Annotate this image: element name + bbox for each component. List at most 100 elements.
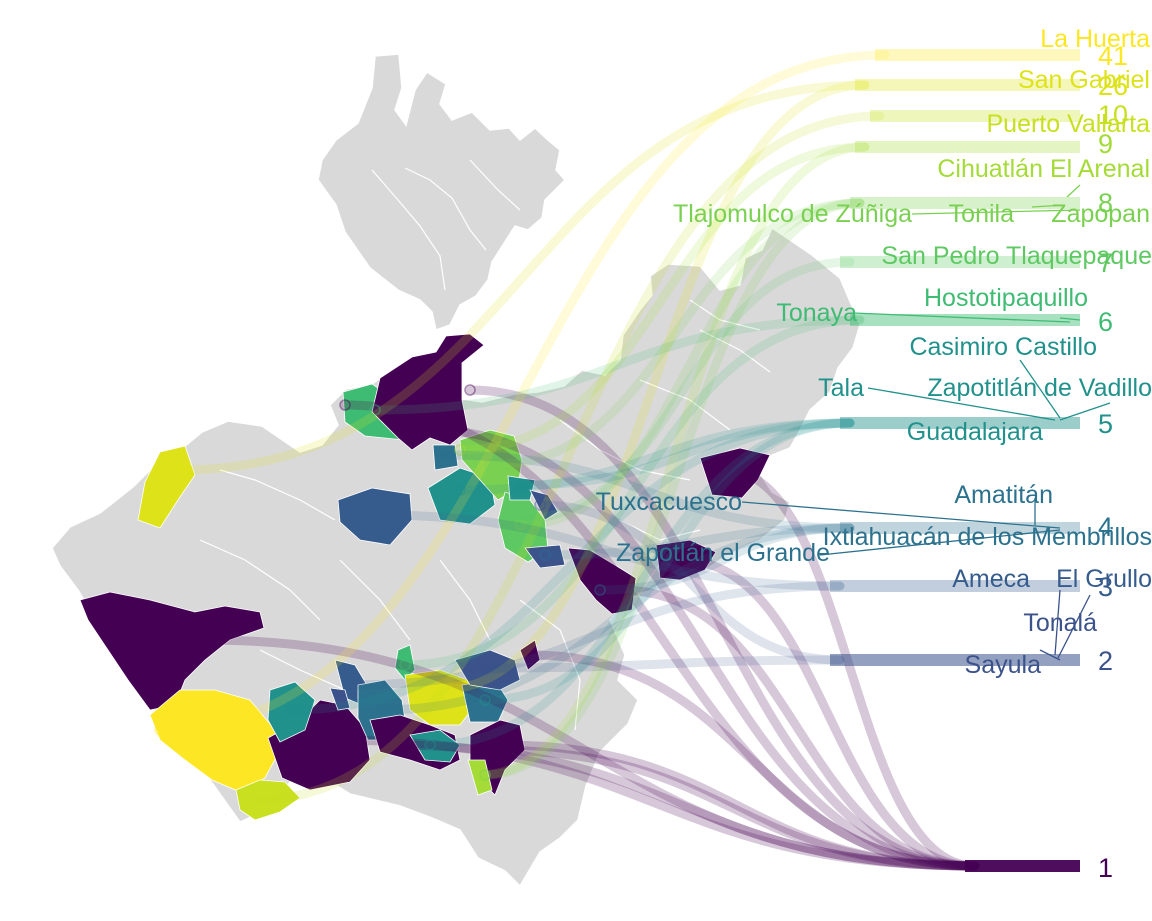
municipal-boundary	[519, 599, 581, 731]
label-guadalajara: Guadalajara	[907, 418, 1043, 446]
flow-line-1	[615, 585, 980, 871]
flow-line-2	[480, 655, 845, 673]
municipal-boundary	[199, 539, 321, 621]
label-ameca: Ameca	[952, 565, 1030, 593]
label-puerto-vallarta: Puerto Vallarta	[986, 110, 1150, 138]
flow-line-1	[425, 425, 980, 871]
label-tonala: Tonalá	[1023, 609, 1097, 637]
flow-origin-5	[284, 704, 296, 716]
flow-origin-1	[719, 464, 731, 476]
flow-origin-5	[479, 694, 491, 706]
region-zapotlan	[567, 547, 637, 615]
region-tala	[427, 467, 496, 525]
flow-origin-2	[534, 499, 546, 511]
flow-origin-8	[479, 769, 491, 781]
value-number-10: 10	[1098, 100, 1128, 130]
flow-origin-1	[199, 634, 211, 646]
region-ixtlahuacan	[524, 544, 566, 569]
flow-origin-9	[454, 444, 466, 456]
flow-origin-6	[399, 659, 411, 671]
flow-line-1	[200, 635, 980, 871]
label-tlajomulco: Tlajomulco de Zúñiga	[673, 200, 912, 228]
flow-line-41	[155, 50, 890, 735]
flow-line-5	[515, 418, 855, 490]
leader-line-4	[741, 501, 1061, 529]
value-number-3: 3	[1098, 572, 1113, 602]
flow-line-8	[515, 198, 865, 530]
label-amatitan: Amatitán	[954, 481, 1053, 509]
northern-region	[317, 53, 567, 331]
flow-line-1	[485, 745, 980, 871]
flow-line-1	[465, 385, 980, 871]
flow-line-7	[510, 257, 855, 525]
flow-line-5	[455, 418, 855, 495]
value-number-41: 41	[1098, 41, 1128, 71]
flow-line-9	[455, 142, 870, 455]
flow-line-1	[385, 740, 980, 871]
municipal-boundary	[699, 329, 771, 373]
flow-origin-3	[369, 509, 381, 521]
flow-origin-6	[369, 404, 381, 416]
label-el-arenal: El Arenal	[1050, 155, 1150, 183]
leader-lines	[741, 184, 1111, 661]
flow-origin-4	[439, 449, 451, 461]
flow-origin-1	[484, 744, 496, 756]
region-toliman	[409, 729, 461, 763]
flow-origin-1	[464, 384, 476, 396]
flow-origin-5	[514, 479, 526, 491]
leader-line-6	[852, 312, 1071, 323]
flow-line-6	[400, 315, 865, 670]
flow-line-1	[330, 735, 980, 871]
leader-line-5	[867, 387, 1056, 421]
region-guadalajara	[507, 475, 536, 501]
leader-line-6	[1059, 317, 1081, 321]
region-teul	[371, 333, 485, 451]
region-casimiro-castillo	[267, 681, 316, 743]
flow-origin-1	[424, 424, 436, 436]
label-sayula: Sayula	[965, 651, 1042, 679]
region-small-east	[519, 639, 541, 671]
municipal-boundary	[439, 559, 491, 641]
flow-line-5	[480, 418, 855, 705]
leader-line-4	[819, 529, 1061, 556]
value-number-9: 9	[1098, 129, 1113, 159]
region-san-gabriel	[404, 669, 476, 726]
label-zapotitlan: Zapotitlán de Vadillo	[927, 374, 1152, 402]
leader-line-8	[1031, 204, 1066, 208]
flow-origin-41	[154, 724, 166, 736]
label-tonaya: Tonaya	[776, 299, 857, 327]
flow-origin-4	[594, 584, 606, 596]
flow-origin-4	[374, 704, 386, 716]
region-ameca	[337, 487, 413, 546]
value-number-8: 8	[1098, 188, 1113, 218]
municipal-boundary	[619, 519, 701, 541]
municipal-boundary	[689, 299, 761, 331]
label-ixtlahuacan: Ixtlahuacán de los Membrillos	[823, 523, 1152, 551]
flow-origin-9	[474, 769, 486, 781]
label-hostotipaquillo: Hostotipaquillo	[924, 284, 1088, 312]
region-san-gabriel-west	[137, 445, 196, 529]
label-zapopan: Zapopan	[1051, 200, 1150, 228]
leader-line-2	[1039, 649, 1061, 661]
label-cihuatlan: Cihuatlán	[937, 155, 1043, 183]
value-number-26: 26	[1098, 71, 1128, 101]
flow-origin-5	[454, 484, 466, 496]
leader-line-5	[1059, 402, 1111, 421]
flow-line-4	[440, 450, 855, 533]
flow-line-2	[535, 500, 845, 665]
flow-origin-1	[614, 584, 626, 596]
value-numbers: 41 26 10 9 8 7 6 5 4 3 2 1	[1098, 41, 1128, 883]
flow-origin-8	[514, 519, 526, 531]
label-zapotlan-el-grande: Zapotlán el Grande	[616, 539, 830, 567]
label-la-huerta: La Huerta	[1040, 25, 1150, 53]
flow-line-3	[370, 510, 845, 591]
leader-line-2	[1057, 594, 1091, 659]
flow-origin-5	[424, 739, 436, 751]
flow-origin-1	[329, 734, 341, 746]
flow-origin-26	[174, 464, 186, 476]
flow-origin-7	[509, 514, 521, 526]
flow-line-26	[175, 80, 870, 475]
colored-municipalities	[79, 333, 771, 821]
flow-line-4	[375, 523, 855, 715]
